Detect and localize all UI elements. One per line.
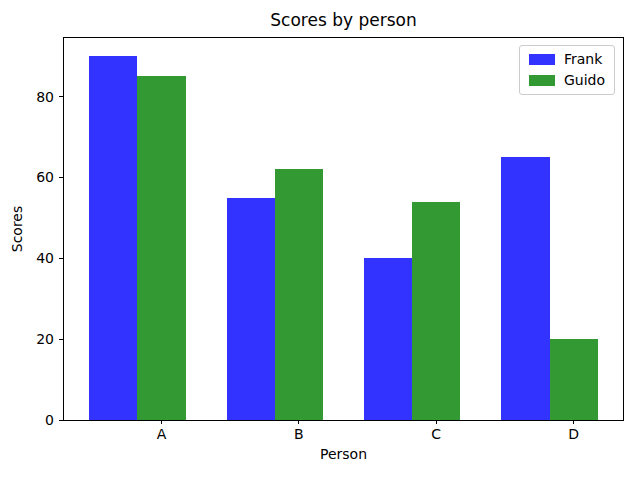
x-tick-mark — [161, 420, 162, 424]
y-tick-mark — [59, 177, 63, 178]
x-axis-label: Person — [63, 446, 624, 462]
y-tick-label: 0 — [2, 411, 54, 429]
bars-layer — [64, 38, 623, 420]
figure: Scores by person Frank Guido 020406080AB… — [0, 0, 640, 480]
legend-swatch-frank — [529, 54, 555, 65]
legend-item-guido: Guido — [529, 73, 605, 88]
bar-frank-c — [364, 258, 412, 420]
y-tick-label: 20 — [2, 330, 54, 348]
bar-guido-a — [137, 76, 185, 420]
x-tick-mark — [436, 420, 437, 424]
y-tick-mark — [59, 96, 63, 97]
bar-frank-b — [227, 198, 275, 420]
y-tick-mark — [59, 339, 63, 340]
x-tick-label-c: C — [431, 426, 441, 443]
x-tick-mark — [573, 420, 574, 424]
y-tick-label: 80 — [2, 88, 54, 106]
y-tick-mark — [59, 420, 63, 421]
x-tick-label-a: A — [157, 426, 167, 443]
x-tick-mark — [298, 420, 299, 424]
x-tick-label-d: D — [568, 426, 579, 443]
legend-label-guido: Guido — [564, 73, 605, 88]
legend-swatch-guido — [529, 75, 555, 86]
bar-guido-c — [412, 202, 460, 420]
bar-guido-b — [275, 169, 323, 420]
bar-guido-d — [550, 339, 598, 420]
legend-label-frank: Frank — [564, 52, 602, 67]
bar-frank-d — [501, 157, 549, 420]
plot-area: Frank Guido 020406080ABCD — [63, 37, 624, 421]
chart-title: Scores by person — [63, 10, 624, 30]
y-tick-mark — [59, 258, 63, 259]
x-tick-label-b: B — [294, 426, 304, 443]
legend: Frank Guido — [519, 45, 615, 95]
legend-item-frank: Frank — [529, 52, 605, 67]
y-tick-label: 60 — [2, 168, 54, 186]
y-axis-label: Scores — [9, 206, 25, 253]
bar-frank-a — [89, 56, 137, 420]
